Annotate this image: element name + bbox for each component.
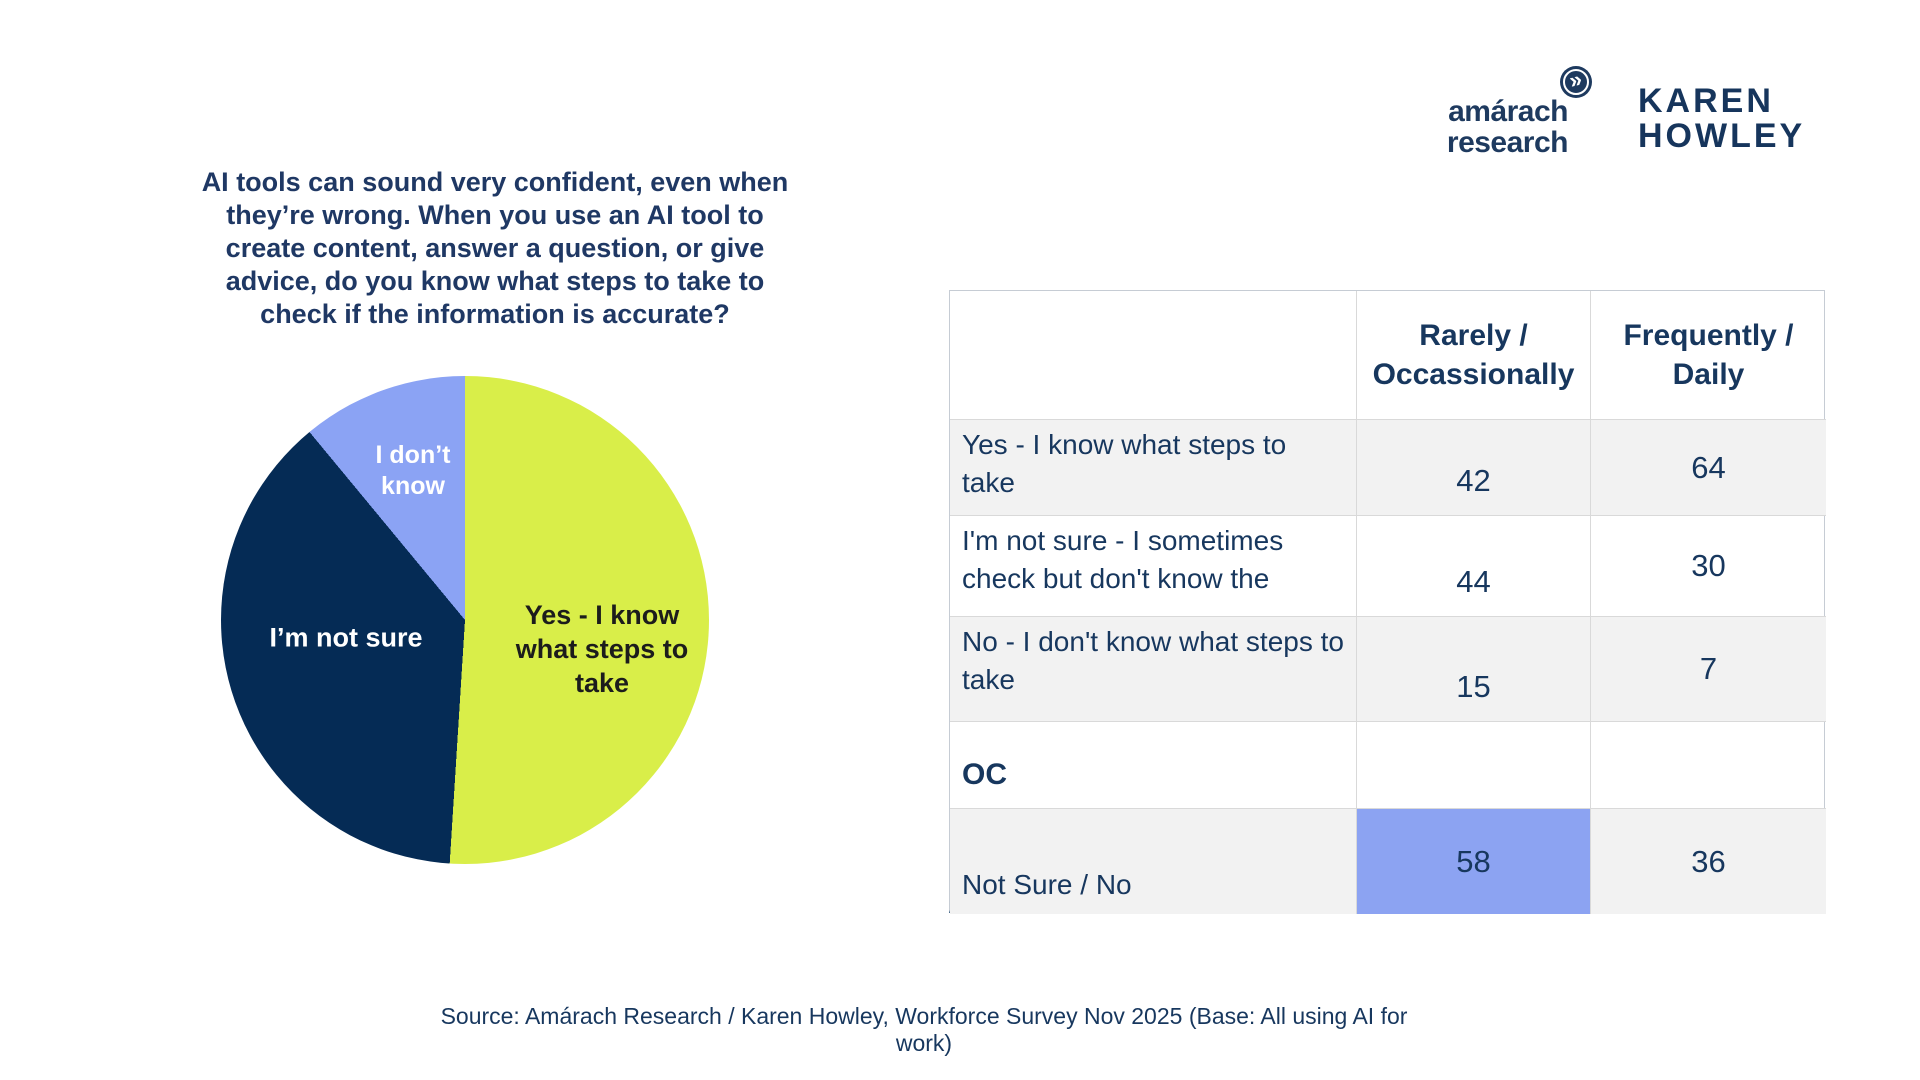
table-header-frequently: Frequently / Daily (1591, 291, 1826, 420)
table-header-rarely: Rarely / Occassionally (1357, 291, 1591, 420)
table-row-label: Yes - I know what steps to take (950, 420, 1357, 516)
table-row-label: Not Sure / No (950, 809, 1357, 914)
pie-slice-label-dont-know: I don’t know (375, 441, 451, 500)
karen-logo-line1: KAREN (1638, 82, 1774, 120)
table-cell-value: 15 (1357, 617, 1591, 722)
table-cell-empty (1591, 722, 1826, 809)
table-row-label-oc: OC (950, 722, 1357, 809)
double-chevron-glyph: » (1566, 65, 1585, 94)
question-title-line: advice, do you know what steps to take t… (225, 266, 765, 296)
karen-howley-logo: KAREN HOWLEY (1638, 84, 1805, 154)
source-note: Source: Amárach Research / Karen Howley,… (440, 1003, 1408, 1056)
table-cell-value: 44 (1357, 516, 1591, 617)
highlight-cell: 58 (1357, 809, 1591, 914)
amarach-logo-line2: research (1446, 126, 1569, 159)
table-header-empty (950, 291, 1357, 420)
results-table: Rarely / Occassionally Frequently / Dail… (949, 290, 1826, 914)
question-title-line: create content, answer a question, or gi… (225, 233, 765, 263)
pie-slice-label-yes: Yes - I know what steps to take (515, 600, 689, 698)
question-title: AI tools can sound very confident, even … (200, 166, 790, 331)
amarach-chevron-icon: » (1560, 66, 1592, 98)
table-cell-value: 30 (1591, 516, 1826, 617)
table-row-label: No - I don't know what steps to take (950, 617, 1357, 722)
table-cell-empty (1357, 722, 1591, 809)
table-cell-value: 42 (1357, 420, 1591, 516)
table-row-label: I'm not sure - I sometimes check but don… (950, 516, 1357, 617)
table-cell-value: 36 (1591, 809, 1826, 914)
question-title-line: check if the information is accurate? (260, 299, 730, 329)
table-cell-value: 7 (1591, 617, 1826, 722)
pie-slice-label-not-sure: I’m not sure (269, 622, 423, 653)
amarach-logo-line1: amárach (1448, 95, 1568, 128)
pie-chart (221, 376, 709, 864)
question-title-line: AI tools can sound very confident, even … (201, 167, 789, 197)
amarach-research-logo: amárach research (1418, 95, 1569, 159)
question-title-line: they’re wrong. When you use an AI tool t… (226, 200, 764, 230)
table-cell-value: 64 (1591, 420, 1826, 516)
karen-logo-line2: HOWLEY (1638, 117, 1806, 155)
amarach-icon-ring: » (1563, 65, 1589, 95)
